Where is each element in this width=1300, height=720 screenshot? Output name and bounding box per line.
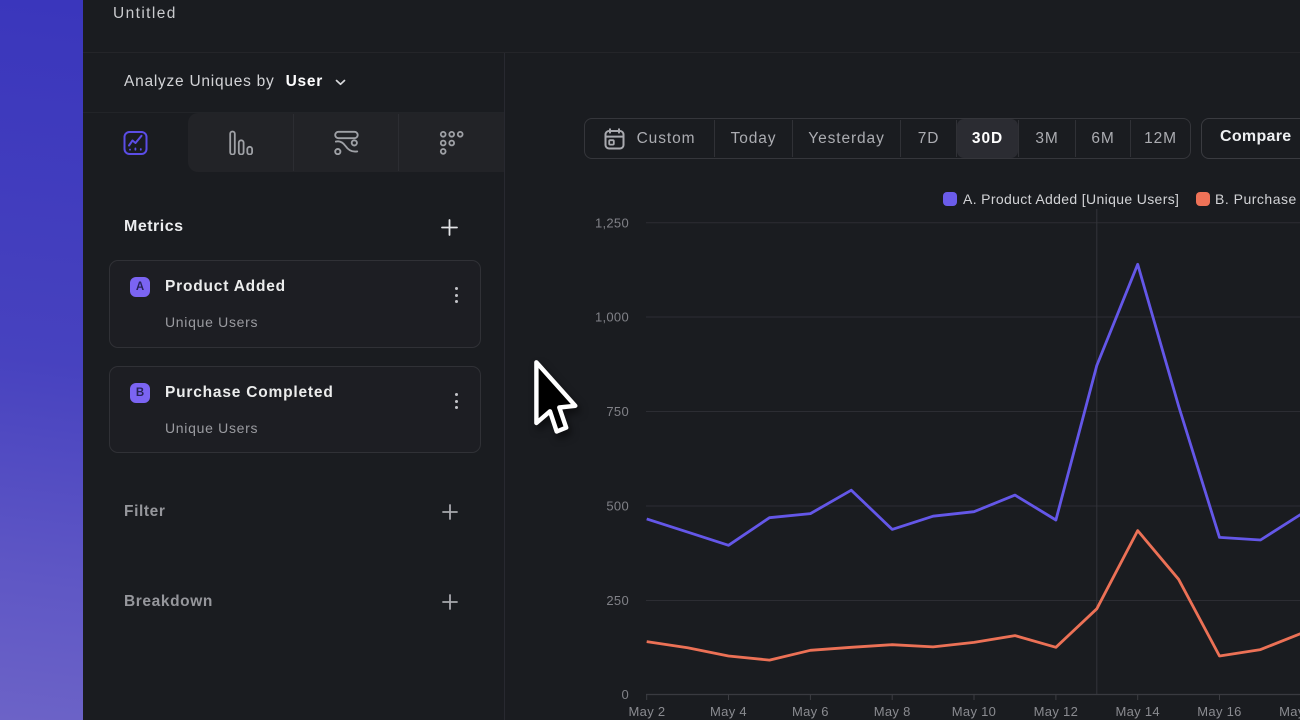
- svg-text:May 16: May 16: [1197, 704, 1241, 719]
- svg-text:250: 250: [606, 593, 629, 608]
- svg-text:May 14: May 14: [1115, 704, 1159, 719]
- svg-text:1,000: 1,000: [595, 310, 629, 325]
- svg-text:500: 500: [606, 499, 629, 514]
- svg-text:May 4: May 4: [710, 704, 747, 719]
- svg-text:May 10: May 10: [952, 704, 996, 719]
- svg-text:May 18: May 18: [1279, 704, 1300, 719]
- svg-text:1,250: 1,250: [595, 215, 629, 230]
- svg-text:0: 0: [621, 687, 629, 702]
- svg-text:May 12: May 12: [1034, 704, 1078, 719]
- svg-text:750: 750: [606, 404, 629, 419]
- svg-text:May 8: May 8: [874, 704, 911, 719]
- svg-text:May 2: May 2: [629, 704, 666, 719]
- svg-text:May 6: May 6: [792, 704, 829, 719]
